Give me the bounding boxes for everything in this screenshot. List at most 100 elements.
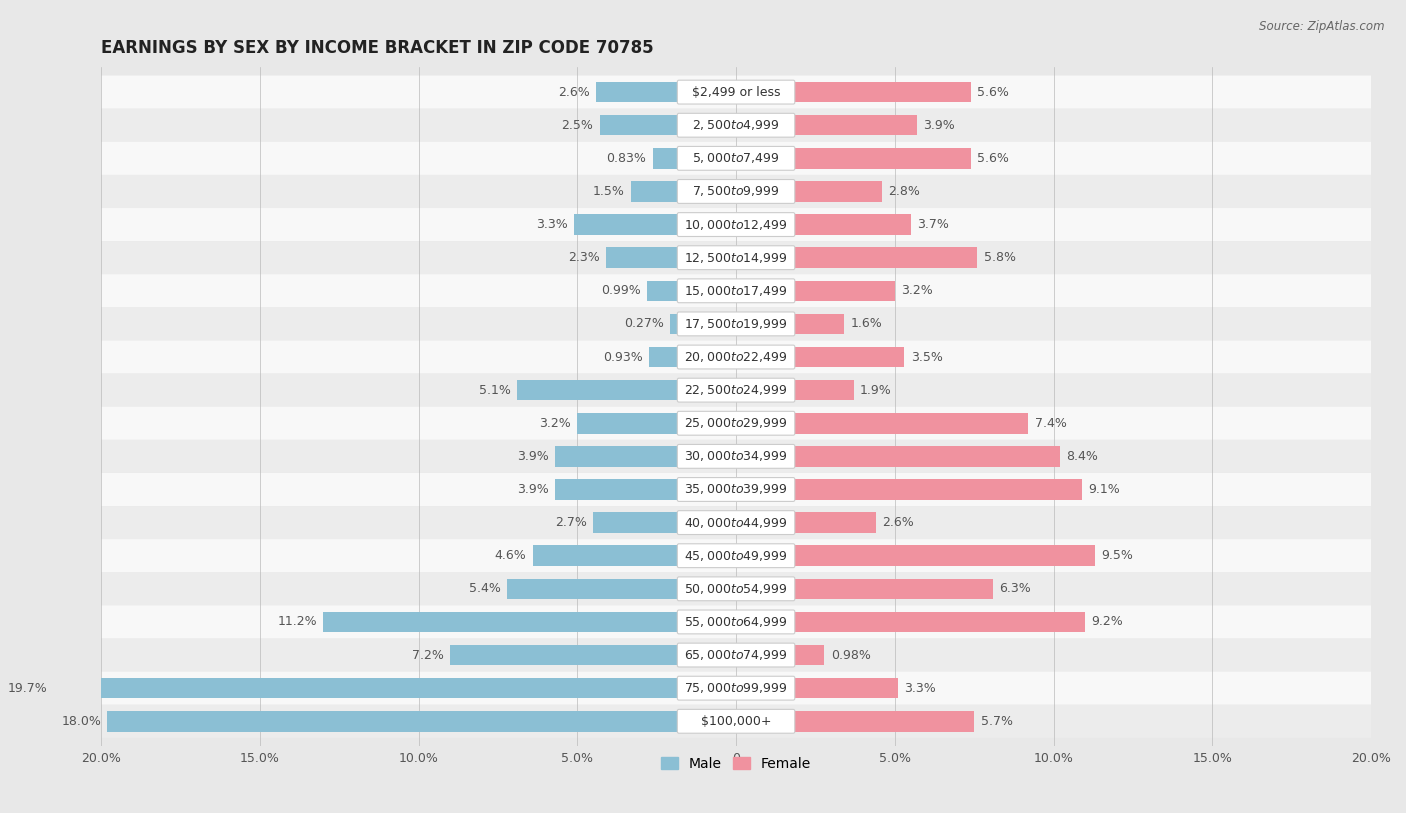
FancyBboxPatch shape (101, 638, 1371, 672)
FancyBboxPatch shape (678, 411, 794, 435)
FancyBboxPatch shape (678, 80, 794, 104)
FancyBboxPatch shape (101, 506, 1371, 539)
Bar (793, 314, 844, 334)
FancyBboxPatch shape (678, 676, 794, 700)
FancyBboxPatch shape (101, 473, 1371, 506)
Text: $50,000 to $54,999: $50,000 to $54,999 (685, 582, 787, 596)
Text: $5,000 to $7,499: $5,000 to $7,499 (692, 151, 780, 165)
FancyBboxPatch shape (678, 544, 794, 567)
Text: $2,499 or less: $2,499 or less (692, 85, 780, 98)
Text: 2.6%: 2.6% (558, 85, 591, 98)
Text: 3.2%: 3.2% (540, 417, 571, 430)
Text: 5.6%: 5.6% (977, 85, 1010, 98)
Text: EARNINGS BY SEX BY INCOME BRACKET IN ZIP CODE 70785: EARNINGS BY SEX BY INCOME BRACKET IN ZIP… (101, 39, 654, 58)
Text: 2.3%: 2.3% (568, 251, 599, 264)
Bar (555, 479, 679, 500)
FancyBboxPatch shape (678, 378, 794, 402)
Text: 2.6%: 2.6% (882, 516, 914, 529)
Bar (574, 215, 679, 235)
FancyBboxPatch shape (101, 307, 1371, 341)
Text: 7.2%: 7.2% (412, 649, 444, 662)
Bar (793, 380, 853, 401)
FancyBboxPatch shape (678, 643, 794, 667)
Text: 7.4%: 7.4% (1035, 417, 1066, 430)
Bar (793, 148, 972, 168)
Bar (599, 115, 679, 136)
Bar (793, 446, 1060, 467)
Text: $55,000 to $64,999: $55,000 to $64,999 (685, 615, 787, 629)
Text: $22,500 to $24,999: $22,500 to $24,999 (685, 383, 787, 397)
Text: 1.6%: 1.6% (851, 317, 882, 330)
Text: 5.1%: 5.1% (479, 384, 510, 397)
Text: 5.6%: 5.6% (977, 152, 1010, 165)
Text: $17,500 to $19,999: $17,500 to $19,999 (685, 317, 787, 331)
FancyBboxPatch shape (101, 175, 1371, 208)
Text: 0.93%: 0.93% (603, 350, 643, 363)
Bar (53, 678, 679, 698)
FancyBboxPatch shape (101, 109, 1371, 141)
Text: Source: ZipAtlas.com: Source: ZipAtlas.com (1260, 20, 1385, 33)
Text: 9.2%: 9.2% (1091, 615, 1123, 628)
Bar (793, 512, 876, 533)
Text: 3.3%: 3.3% (536, 218, 568, 231)
Bar (606, 247, 679, 268)
Text: 5.7%: 5.7% (980, 715, 1012, 728)
Text: $30,000 to $34,999: $30,000 to $34,999 (685, 450, 787, 463)
Bar (793, 546, 1095, 566)
FancyBboxPatch shape (678, 610, 794, 634)
Text: $100,000+: $100,000+ (700, 715, 772, 728)
FancyBboxPatch shape (678, 180, 794, 203)
Bar (793, 413, 1028, 433)
FancyBboxPatch shape (101, 374, 1371, 406)
Text: 3.7%: 3.7% (917, 218, 949, 231)
Text: $35,000 to $39,999: $35,000 to $39,999 (685, 482, 787, 497)
Text: 3.2%: 3.2% (901, 285, 934, 298)
FancyBboxPatch shape (101, 672, 1371, 705)
Bar (652, 148, 679, 168)
Bar (793, 215, 911, 235)
FancyBboxPatch shape (678, 345, 794, 369)
Text: 2.7%: 2.7% (555, 516, 586, 529)
FancyBboxPatch shape (678, 710, 794, 733)
Bar (793, 115, 917, 136)
Text: 5.8%: 5.8% (984, 251, 1015, 264)
Text: 2.5%: 2.5% (561, 119, 593, 132)
Bar (578, 413, 679, 433)
Text: 9.1%: 9.1% (1088, 483, 1121, 496)
Bar (793, 181, 882, 202)
Text: 0.98%: 0.98% (831, 649, 870, 662)
FancyBboxPatch shape (101, 76, 1371, 109)
Text: 3.9%: 3.9% (517, 450, 548, 463)
Text: 8.4%: 8.4% (1066, 450, 1098, 463)
Text: 0.99%: 0.99% (602, 285, 641, 298)
Bar (671, 314, 679, 334)
Bar (793, 678, 898, 698)
Text: 18.0%: 18.0% (62, 715, 101, 728)
Text: $10,000 to $12,499: $10,000 to $12,499 (685, 218, 787, 232)
FancyBboxPatch shape (101, 341, 1371, 374)
Text: 0.83%: 0.83% (606, 152, 647, 165)
FancyBboxPatch shape (101, 539, 1371, 572)
Bar (508, 579, 679, 599)
Bar (648, 280, 679, 301)
FancyBboxPatch shape (101, 572, 1371, 606)
Bar (593, 512, 679, 533)
FancyBboxPatch shape (101, 440, 1371, 473)
Bar (650, 347, 679, 367)
Text: 1.5%: 1.5% (593, 185, 624, 198)
Text: 6.3%: 6.3% (1000, 582, 1032, 595)
Text: $45,000 to $49,999: $45,000 to $49,999 (685, 549, 787, 563)
FancyBboxPatch shape (678, 511, 794, 534)
Bar (533, 546, 679, 566)
Bar (107, 711, 679, 732)
FancyBboxPatch shape (101, 705, 1371, 738)
Text: $20,000 to $22,499: $20,000 to $22,499 (685, 350, 787, 364)
Bar (517, 380, 679, 401)
Text: $75,000 to $99,999: $75,000 to $99,999 (685, 681, 787, 695)
Bar (555, 446, 679, 467)
FancyBboxPatch shape (678, 279, 794, 302)
Bar (793, 82, 972, 102)
Bar (793, 645, 824, 665)
Text: 3.3%: 3.3% (904, 681, 936, 694)
Text: 4.6%: 4.6% (495, 550, 526, 563)
